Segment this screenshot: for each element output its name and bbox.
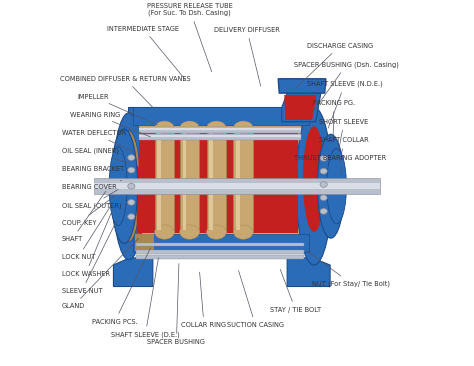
- Polygon shape: [287, 258, 330, 287]
- Ellipse shape: [128, 199, 135, 205]
- Text: COUP. KEY: COUP. KEY: [62, 196, 115, 226]
- Text: SUCTION CASING: SUCTION CASING: [227, 270, 284, 328]
- Ellipse shape: [155, 121, 174, 135]
- Text: LOCK WASHER: LOCK WASHER: [62, 210, 112, 277]
- Ellipse shape: [320, 156, 327, 161]
- Text: WATER DEFLECTOR: WATER DEFLECTOR: [62, 130, 134, 152]
- Ellipse shape: [320, 182, 327, 187]
- Ellipse shape: [320, 195, 327, 201]
- Polygon shape: [135, 234, 154, 251]
- Text: SHAFT SLEEVE (N.D.E.): SHAFT SLEEVE (N.D.E.): [307, 81, 383, 128]
- Ellipse shape: [303, 126, 325, 232]
- Polygon shape: [236, 130, 240, 230]
- Bar: [94, 183, 380, 189]
- Text: SHAFT SLEEVE (D.E.): SHAFT SLEEVE (D.E.): [111, 258, 180, 338]
- Bar: [136, 255, 304, 258]
- Polygon shape: [137, 165, 154, 233]
- Bar: [138, 128, 301, 130]
- Ellipse shape: [128, 214, 135, 220]
- Polygon shape: [138, 127, 298, 233]
- Text: WEARING RING: WEARING RING: [71, 112, 150, 137]
- Ellipse shape: [320, 168, 327, 174]
- Polygon shape: [282, 79, 321, 122]
- Text: SHAFT: SHAFT: [62, 191, 106, 242]
- Ellipse shape: [318, 134, 344, 238]
- Ellipse shape: [111, 129, 137, 243]
- Text: NUT (For Stay/ Tie Bolt): NUT (For Stay/ Tie Bolt): [307, 251, 390, 287]
- Text: INTERMEDIATE STAGE: INTERMEDIATE STAGE: [107, 26, 186, 80]
- Text: PACKING PG.: PACKING PG.: [313, 100, 355, 140]
- Text: GLAND: GLAND: [62, 238, 138, 309]
- Polygon shape: [138, 158, 180, 233]
- Polygon shape: [210, 130, 213, 230]
- Ellipse shape: [109, 147, 127, 225]
- Polygon shape: [133, 234, 309, 253]
- Ellipse shape: [113, 113, 145, 259]
- Ellipse shape: [296, 108, 332, 265]
- Ellipse shape: [128, 155, 135, 160]
- Text: SPACER BUSHING (Dsh. Casing): SPACER BUSHING (Dsh. Casing): [294, 61, 399, 113]
- Bar: [136, 250, 304, 254]
- Text: THRUST BEARING ADOPTER: THRUST BEARING ADOPTER: [294, 155, 387, 173]
- Ellipse shape: [117, 131, 140, 242]
- Text: BEARING COVER: BEARING COVER: [62, 180, 121, 190]
- Ellipse shape: [128, 167, 135, 173]
- Polygon shape: [278, 79, 326, 93]
- Text: PACKING PCS.: PACKING PCS.: [92, 248, 151, 325]
- Text: OIL SEAL (OUTER): OIL SEAL (OUTER): [62, 190, 121, 209]
- Ellipse shape: [180, 121, 200, 135]
- Bar: [136, 243, 304, 246]
- Ellipse shape: [128, 183, 135, 189]
- Polygon shape: [180, 128, 200, 232]
- Ellipse shape: [327, 149, 346, 224]
- Ellipse shape: [233, 225, 253, 239]
- Text: SPACER BUSHING: SPACER BUSHING: [147, 264, 205, 345]
- Text: SHORT SLEEVE: SHORT SLEEVE: [319, 119, 369, 151]
- Text: STAY / TIE BOLT: STAY / TIE BOLT: [270, 269, 321, 313]
- Polygon shape: [284, 95, 317, 120]
- Polygon shape: [182, 130, 186, 230]
- Polygon shape: [233, 128, 253, 232]
- Text: BEARING BRACKET: BEARING BRACKET: [62, 166, 128, 172]
- Text: DELIVERY DIFFUSER: DELIVERY DIFFUSER: [214, 27, 280, 86]
- Bar: [138, 127, 301, 133]
- Text: SHAFT COLLAR: SHAFT COLLAR: [319, 137, 369, 163]
- Polygon shape: [207, 128, 226, 232]
- Ellipse shape: [155, 225, 174, 239]
- Text: IMPELLER: IMPELLER: [78, 94, 157, 125]
- Polygon shape: [113, 258, 153, 287]
- Polygon shape: [155, 128, 174, 232]
- Ellipse shape: [207, 121, 226, 135]
- Text: OIL SEAL (INNER): OIL SEAL (INNER): [62, 148, 129, 163]
- Ellipse shape: [233, 121, 253, 135]
- Text: DISCHARGE CASING: DISCHARGE CASING: [296, 43, 373, 88]
- Text: SLEEVE NUT: SLEEVE NUT: [62, 220, 117, 294]
- Text: LOCK NUT: LOCK NUT: [62, 202, 113, 260]
- Ellipse shape: [207, 225, 226, 239]
- Polygon shape: [128, 108, 316, 253]
- Polygon shape: [133, 108, 309, 125]
- Ellipse shape: [320, 208, 327, 214]
- Polygon shape: [135, 111, 301, 247]
- Text: COMBINED DIFFUSER & RETURN VANES: COMBINED DIFFUSER & RETURN VANES: [60, 76, 191, 107]
- Bar: [138, 134, 301, 140]
- Polygon shape: [157, 130, 161, 230]
- Bar: [94, 178, 380, 194]
- Bar: [138, 135, 301, 137]
- Ellipse shape: [180, 225, 200, 239]
- Text: COLLAR RING: COLLAR RING: [182, 272, 227, 328]
- Text: PRESSURE RELEASE TUBE
(For Suc. To Dsh. Casing): PRESSURE RELEASE TUBE (For Suc. To Dsh. …: [147, 3, 233, 72]
